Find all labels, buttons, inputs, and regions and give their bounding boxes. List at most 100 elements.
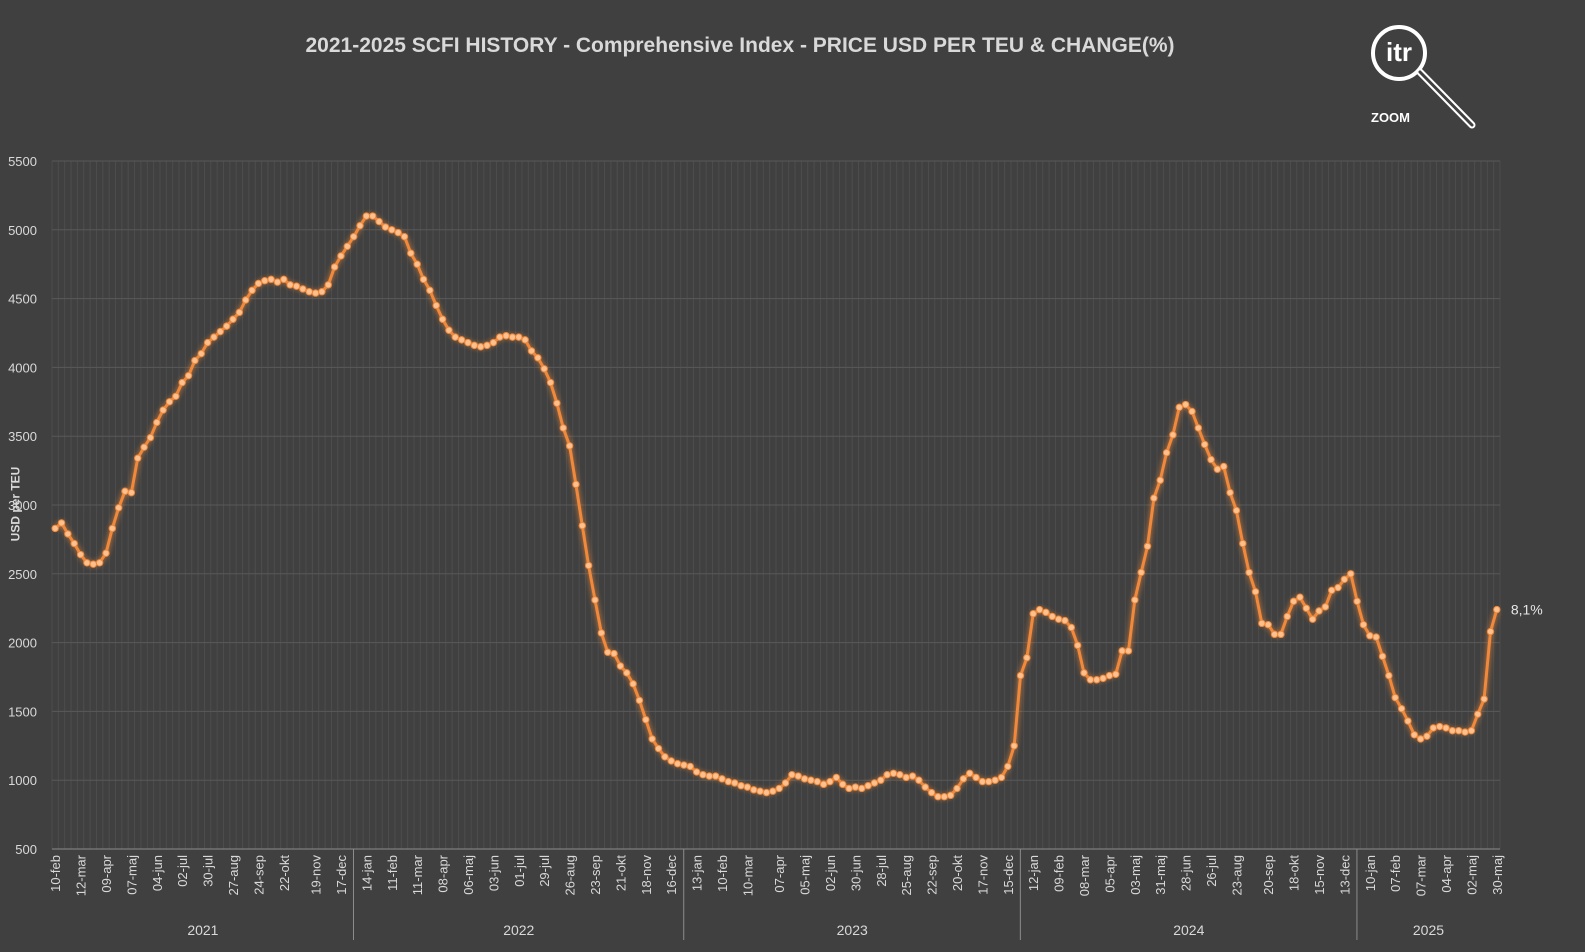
data-point [292,282,301,290]
x-tick-label: 15-dec [1001,855,1016,895]
data-point [629,680,637,688]
data-point [1156,476,1164,484]
x-tick-label: 18-nov [639,855,654,895]
data-point [1232,506,1241,515]
data-point [1442,724,1450,732]
data-point [381,223,390,231]
year-label: 2021 [187,922,218,938]
x-tick-label: 30-jun [848,855,863,891]
data-point [235,308,244,317]
data-point [375,217,383,226]
data-point [959,775,968,783]
x-tick-label: 26-aug [563,855,578,895]
data-point [438,315,447,323]
data-point [1416,735,1425,743]
x-tick-label: 11-mar [410,854,425,895]
data-point [1493,605,1501,614]
data-point [769,787,777,795]
data-point [584,561,593,570]
data-point [610,649,618,658]
data-point [1423,732,1431,740]
data-point [591,596,599,604]
data-point [788,770,796,779]
data-point [1080,669,1088,677]
data-point [699,770,707,779]
data-point [1124,647,1133,655]
data-point [521,336,529,344]
data-point [394,228,402,237]
data-point [1067,623,1076,632]
data-point [635,696,644,705]
chart-title: 2021-2025 SCFI HISTORY - Comprehensive I… [305,34,1175,57]
data-point [1150,494,1158,502]
data-point [457,336,466,344]
data-point [597,629,606,637]
data-point [1480,695,1488,703]
data-point [813,777,821,786]
data-point [1372,633,1380,641]
data-point [248,286,256,295]
y-tick-label: 5500 [8,154,37,169]
x-tick-label: 12-mar [74,854,89,896]
data-point [337,252,345,260]
data-point [1429,724,1438,732]
data-point [991,776,999,784]
data-point [553,399,561,407]
data-point [1188,407,1196,416]
data-point [572,480,580,489]
data-point [724,777,733,786]
data-point [286,281,294,289]
data-point [502,332,510,340]
magnifier-icon [1371,25,1427,81]
data-point [1226,488,1234,497]
data-point [883,770,891,779]
data-point [1143,542,1152,550]
data-point [1328,586,1336,595]
data-point [153,418,161,427]
x-tick-label: 17-nov [975,855,990,895]
data-point [432,301,440,310]
data-point [1378,652,1387,661]
data-point [470,341,479,350]
data-point [1315,607,1323,615]
data-point [400,232,409,241]
x-tick-label: 10-mar [740,854,755,896]
x-tick-label: 21-okt [613,855,628,892]
logo-text: itr [1386,37,1412,67]
data-point [146,433,155,442]
data-point [877,776,885,784]
data-point [1061,616,1069,625]
data-point [819,780,828,789]
data-point [267,275,275,284]
x-tick-label: 07-maj [124,855,139,895]
data-point [419,275,428,284]
data-point [305,288,313,296]
x-tick-label: 19-nov [309,855,324,895]
data-point [781,779,790,787]
x-tick-label: 22-sep [925,855,940,895]
x-tick-label: 20-okt [950,855,965,892]
data-point [832,773,841,782]
data-point [369,212,377,220]
data-point [546,378,555,387]
data-point [70,539,78,548]
y-tick-label: 5000 [8,223,37,238]
data-point [705,772,714,780]
x-tick-label: 02-maj [1464,855,1479,895]
data-point [559,424,567,432]
data-point [794,772,802,780]
data-point [1289,597,1298,606]
data-point [1207,455,1215,464]
data-point [280,275,288,284]
data-point [718,775,726,783]
data-point [1283,612,1291,621]
data-point [64,530,72,538]
x-tick-label: 06-maj [461,855,476,895]
data-point [489,338,498,347]
x-tick-label: 29-jul [537,855,552,887]
data-point [534,354,542,362]
data-point [680,761,688,769]
data-point [1200,440,1209,449]
data-point [1353,597,1361,606]
data-point [775,784,783,793]
